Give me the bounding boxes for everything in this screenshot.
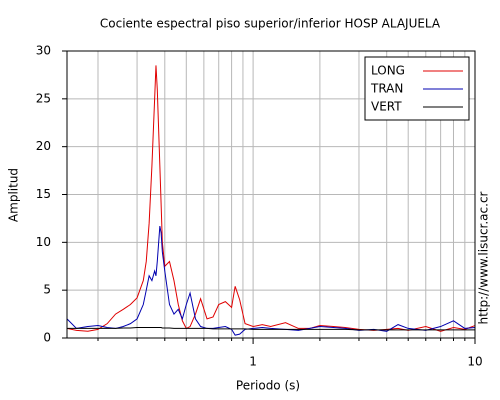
watermark: http://www.lisucr.ac.cr (477, 191, 491, 324)
chart-title: Cociente espectral piso superior/inferio… (100, 17, 441, 31)
series-line (67, 326, 475, 331)
legend-label: VERT (371, 100, 402, 114)
y-tick-label: 0 (43, 331, 51, 345)
y-tick-label: 20 (36, 139, 51, 153)
legend-label: TRAN (370, 82, 403, 96)
y-tick-label: 15 (36, 187, 51, 201)
y-tick-label: 10 (36, 235, 51, 249)
legend-label: LONG (371, 64, 405, 78)
x-tick-label: 10 (467, 355, 482, 369)
plot-frame (66, 50, 476, 339)
x-tick-label: 1 (249, 355, 257, 369)
y-tick-label: 5 (43, 283, 51, 297)
y-tick-label: 25 (36, 91, 51, 105)
x-axis-label: Periodo (s) (236, 379, 300, 393)
y-tick-label: 30 (36, 44, 51, 58)
y-axis-label: Amplitud (7, 168, 21, 222)
